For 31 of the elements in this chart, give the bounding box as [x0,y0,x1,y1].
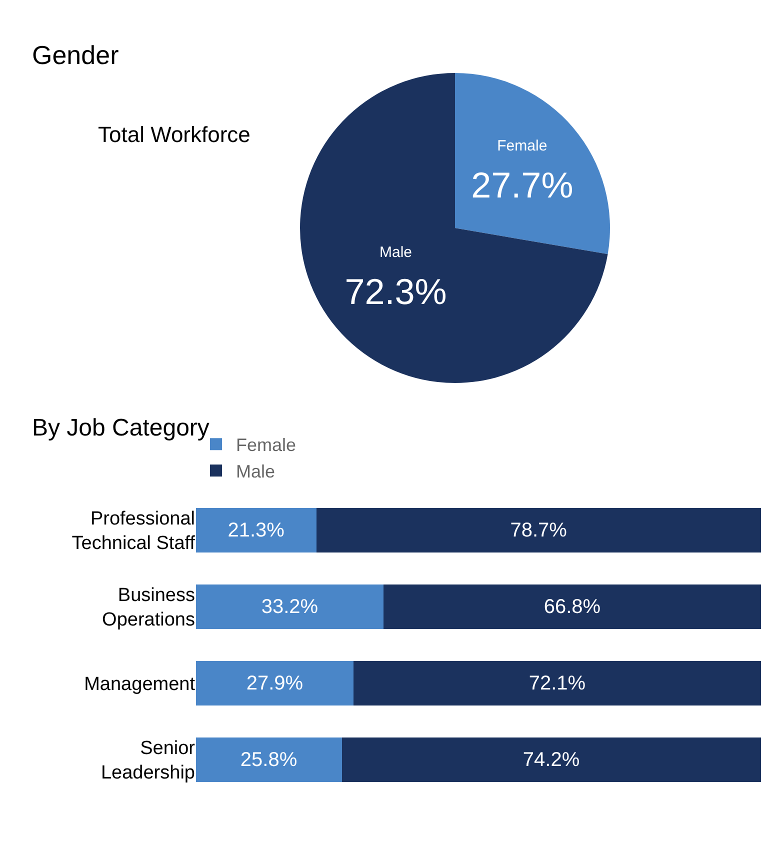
bar [196,661,354,706]
text: Total Workforce [98,122,250,147]
data-label: 74.2% [522,748,580,771]
bar [354,661,761,706]
data-label: 33.2% [261,596,318,618]
data-label: 78.7% [510,519,568,542]
y-tick-label: Senior Leadership [100,738,196,784]
bar [342,738,761,782]
data-label: 72.1% [528,672,586,694]
y-tick-label: Management [84,674,196,695]
text: Gender [32,40,120,70]
bar [196,584,384,629]
data-label: 72.3% [344,270,447,312]
legend-label: Female [236,435,296,456]
data-label: 25.8% [240,748,298,771]
bar [196,738,342,782]
bar [316,508,761,552]
bar [384,584,761,629]
y-tick-label: Professional Technical Staff [72,508,196,554]
pie-slice [300,73,608,383]
pie-slice [455,73,610,254]
bar [196,508,316,552]
y-tick-label: Business Operations [102,585,195,631]
data-label: 21.3% [228,519,285,542]
data-label: 66.8% [544,596,601,618]
slice-label: Female [497,137,548,154]
chart-title: By Job Category [32,414,210,442]
slice-label: Male [379,244,412,262]
data-label: 27.7% [471,164,574,206]
legend-label: Male [236,462,276,482]
data-label: 27.9% [246,672,304,694]
